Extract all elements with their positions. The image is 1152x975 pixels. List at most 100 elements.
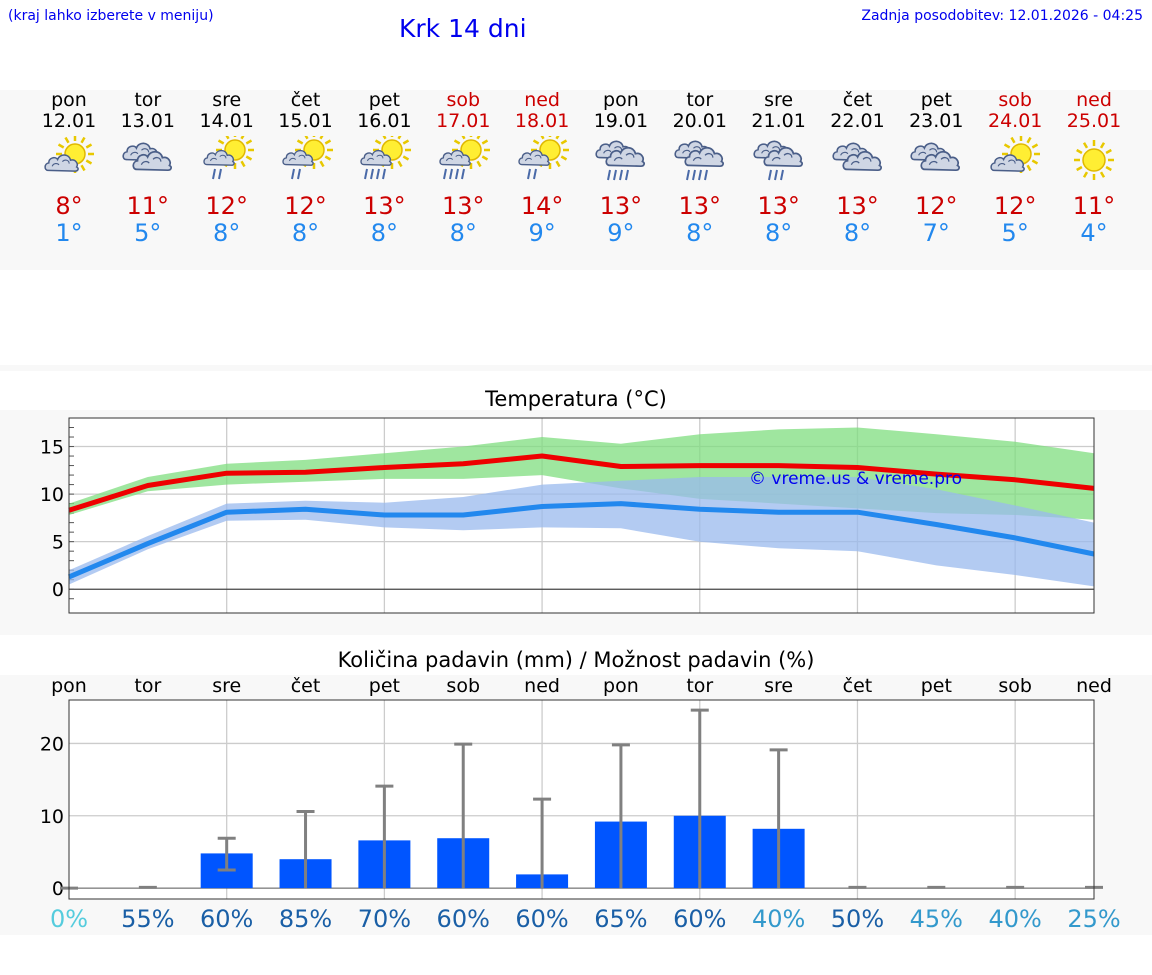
min-temperature: 8° (370, 219, 399, 247)
location-menu-hint: (kraj lahko izberete v meniju) (8, 8, 214, 24)
x-category-label: ned (524, 675, 560, 697)
day-column: čet 22.01 13° 8° (818, 90, 897, 247)
cloudy-heavy-rain-icon (670, 136, 730, 186)
last-updated: Zadnja posodobitev: 12.01.2026 - 04:25 (861, 8, 1143, 24)
divider (0, 365, 1152, 371)
x-category-label: pon (603, 675, 639, 697)
max-temperature: 12° (915, 192, 958, 220)
max-temperature: 12° (205, 192, 248, 220)
cloudy-icon (906, 136, 966, 186)
sun-cloud-rain-icon (197, 131, 257, 186)
series-line-min (68, 501, 1095, 580)
day-name: ned (524, 89, 560, 111)
day-name: čet (842, 89, 873, 111)
min-temperature: 9° (528, 219, 556, 247)
day-date: 14.01 (199, 110, 254, 132)
precip-probability-label: 85% (279, 905, 332, 933)
day-name: tor (686, 89, 714, 111)
precipitation-chart: pon tor sre čet pet sob ned pon tor sre čet pet sob n… (40, 675, 1121, 933)
sun-icon (1064, 136, 1124, 186)
max-temperature: 13° (757, 192, 800, 220)
precip-probability-label: 70% (358, 905, 411, 933)
day-date: 24.01 (987, 110, 1043, 132)
sun-cloud-heavy-rain-icon (354, 131, 414, 186)
day-column: pon 12.01 8° 1° (30, 90, 109, 247)
x-category-label: sob (998, 675, 1032, 697)
precip-probability-label: 55% (121, 905, 174, 933)
temperature-chart: 0 5 10 15 © vreme.us & vreme.pro (40, 417, 1095, 614)
min-temperature: 8° (291, 219, 320, 247)
day-name: sre (764, 89, 794, 111)
precip-probability-label: 50% (831, 905, 884, 933)
day-name: sob (446, 89, 481, 111)
day-date: 13.01 (120, 110, 175, 132)
day-column: pon 19.01 13° 9° (581, 90, 660, 247)
day-date: 15.01 (278, 110, 333, 132)
day-column: tor 13.01 11° 5° (108, 90, 187, 247)
max-temperature: 13° (442, 192, 485, 220)
day-column: ned 25.01 11° 4° (1055, 90, 1134, 247)
precip-probability-label: 40% (988, 905, 1041, 933)
precip-probability-label: 60% (200, 905, 253, 933)
x-category-label: tor (134, 675, 161, 697)
day-date: 25.01 (1066, 110, 1122, 132)
y-tick-label: 0 (52, 878, 64, 900)
day-name: sre (212, 89, 242, 111)
precip-probability-label: 40% (752, 905, 805, 933)
day-date: 19.01 (593, 110, 649, 132)
min-temperature: 7° (922, 219, 950, 247)
max-temperature: 13° (363, 192, 406, 220)
y-tick-label: 0 (52, 579, 64, 601)
day-column: sre 14.01 12° 8° (187, 90, 266, 247)
min-temperature: 8° (764, 219, 793, 247)
day-name: tor (134, 89, 162, 111)
day-column: pet 23.01 12° 7° (897, 90, 976, 247)
min-temperature: 8° (213, 219, 241, 247)
min-temperature: 5° (1001, 219, 1029, 247)
max-temperature: 8° (55, 192, 83, 220)
day-column: sre 21.01 13° 8° (739, 90, 818, 247)
max-temperature: 14° (520, 192, 564, 220)
max-temperature: 12° (284, 192, 327, 220)
sun-cloud-icon (985, 135, 1045, 186)
min-temperature: 1° (55, 219, 83, 247)
sun-cloud-heavy-rain-icon (433, 131, 493, 186)
x-category-label: pet (921, 675, 952, 697)
day-column: pet 16.01 13° 8° (345, 90, 424, 247)
day-date: 16.01 (357, 110, 412, 132)
day-date: 23.01 (909, 110, 964, 132)
max-temperature: 12° (993, 192, 1037, 220)
day-column: čet 15.01 12° 8° (266, 90, 345, 247)
y-tick-label: 5 (52, 532, 64, 554)
x-category-label: ned (1076, 675, 1112, 697)
precip-probability-label: 60% (515, 905, 568, 933)
precip-probability-label: 25% (1067, 905, 1120, 933)
sun-cloud-icon (39, 135, 99, 186)
max-temperature: 11° (126, 192, 170, 220)
range-band-min (69, 477, 1094, 587)
sun-cloud-rain-icon (276, 131, 336, 186)
max-temperature: 11° (1072, 192, 1116, 220)
day-date: 17.01 (436, 110, 491, 132)
precip-probability-label: 0% (50, 905, 88, 933)
day-column: ned 18.01 14° 9° (503, 90, 582, 247)
y-tick-label: 10 (40, 806, 64, 828)
min-temperature: 8° (686, 219, 714, 247)
temperature-chart-title: Temperatura (°C) (485, 387, 667, 411)
precip-probability-label: 45% (910, 905, 963, 933)
y-tick-label: 15 (40, 437, 64, 459)
precip-probability-label: 60% (673, 905, 726, 933)
day-column: sob 24.01 12° 5° (976, 90, 1055, 247)
day-date: 18.01 (514, 110, 570, 132)
x-category-label: sre (212, 675, 241, 697)
x-category-label: tor (686, 675, 713, 697)
x-category-label: čet (843, 675, 873, 697)
min-temperature: 9° (607, 219, 635, 247)
x-category-label: pon (51, 675, 87, 697)
y-tick-label: 10 (40, 484, 64, 506)
day-date: 22.01 (830, 110, 885, 132)
x-category-label: sob (446, 675, 480, 697)
day-column: tor 20.01 13° 8° (660, 90, 739, 247)
page-title: Krk 14 dni (399, 14, 527, 43)
cloudy-icon (828, 136, 888, 186)
